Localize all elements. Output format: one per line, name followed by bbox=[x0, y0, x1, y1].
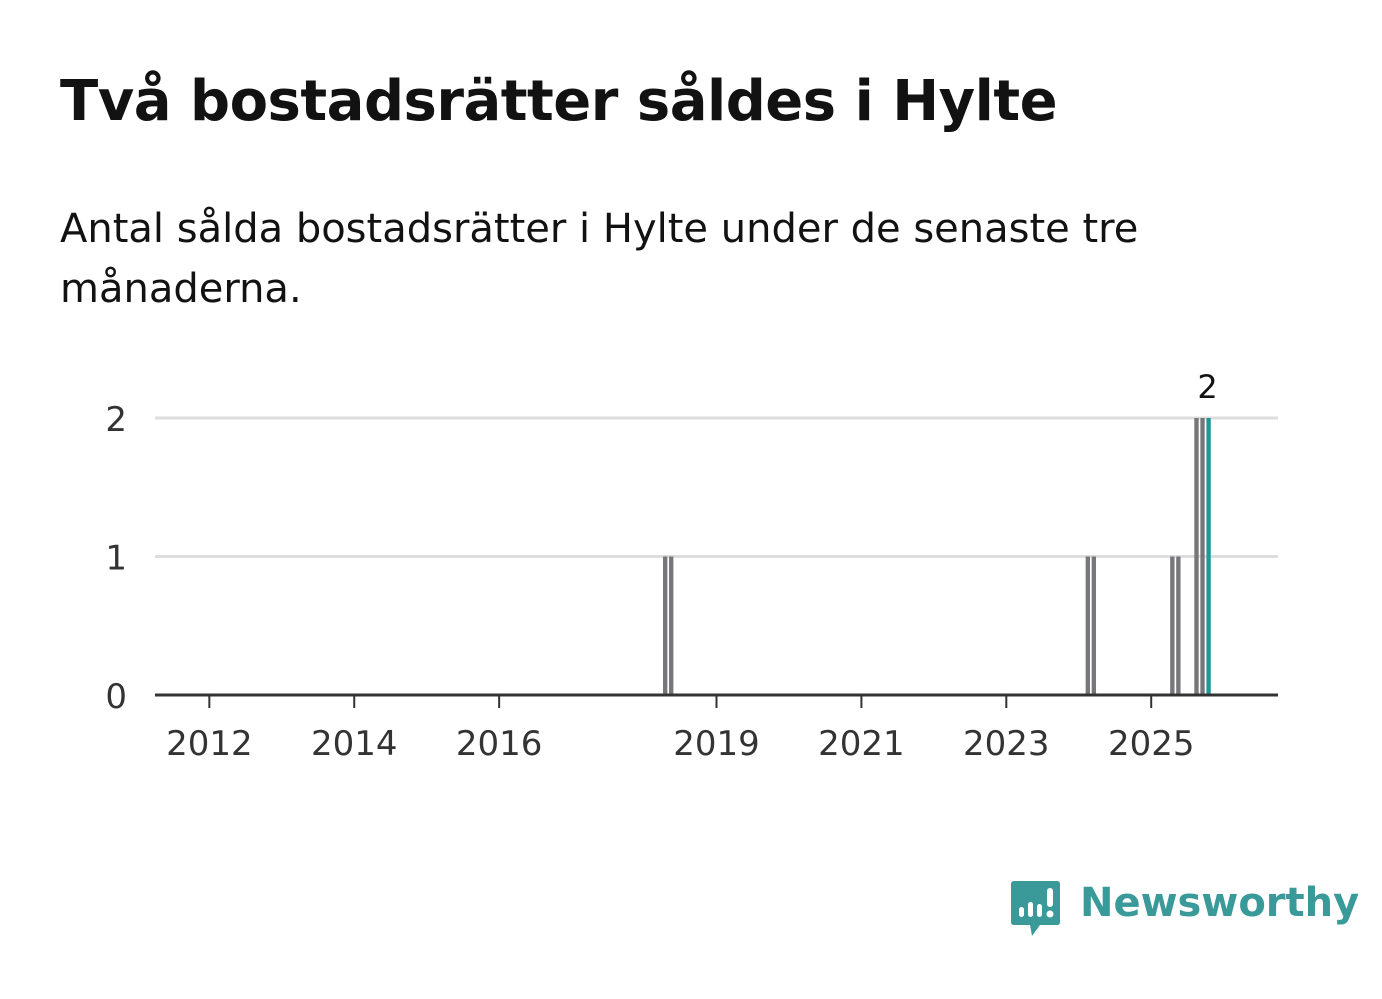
bar bbox=[1194, 418, 1199, 695]
bar bbox=[669, 556, 674, 695]
logo-dot bbox=[1046, 910, 1054, 918]
data-label: 2 bbox=[1197, 368, 1217, 406]
y-tick-label: 1 bbox=[105, 539, 127, 579]
y-tick-label: 2 bbox=[105, 400, 127, 440]
newsworthy-logo: Newsworthy bbox=[1010, 878, 1359, 942]
bar bbox=[1206, 418, 1211, 695]
x-tick-label: 2016 bbox=[456, 724, 543, 764]
bar bbox=[1091, 556, 1097, 695]
logo-bar-3 bbox=[1037, 904, 1042, 917]
bar bbox=[1085, 556, 1090, 695]
x-tick-label: 2021 bbox=[818, 724, 905, 764]
logo-bar-4 bbox=[1047, 888, 1053, 907]
x-tick-label: 2025 bbox=[1108, 724, 1195, 764]
y-axis-ticks: 0 1 2 bbox=[105, 400, 127, 717]
bar-chart: 0 1 2 2012 2014 2016 2019 2021 2023 2025 2 bbox=[105, 368, 1278, 764]
bar bbox=[1170, 556, 1175, 695]
x-tick-label: 2019 bbox=[673, 724, 760, 764]
x-tick-label: 2012 bbox=[166, 724, 253, 764]
logo-bar-1 bbox=[1019, 907, 1024, 917]
newsworthy-logo-icon bbox=[1011, 881, 1060, 936]
data-labels: 2 bbox=[1197, 368, 1217, 406]
bar bbox=[1176, 556, 1181, 695]
bar bbox=[663, 556, 668, 695]
x-axis-ticks: 2012 2014 2016 2019 2021 2023 2025 bbox=[166, 695, 1194, 764]
brand-name: Newsworthy bbox=[1080, 880, 1360, 926]
logo-speech-bubble bbox=[1011, 881, 1060, 936]
x-tick-label: 2014 bbox=[311, 724, 398, 764]
bars bbox=[663, 418, 1211, 695]
y-tick-label: 0 bbox=[105, 677, 127, 717]
logo-bar-2 bbox=[1028, 902, 1033, 917]
bar bbox=[1200, 418, 1205, 695]
x-tick-label: 2023 bbox=[963, 724, 1050, 764]
chart-subtitle: Antal sålda bostadsrätter i Hylte under … bbox=[60, 206, 1139, 312]
gridlines bbox=[155, 416, 1278, 558]
chart-title: Två bostadsrätter såldes i Hylte bbox=[60, 69, 1058, 134]
